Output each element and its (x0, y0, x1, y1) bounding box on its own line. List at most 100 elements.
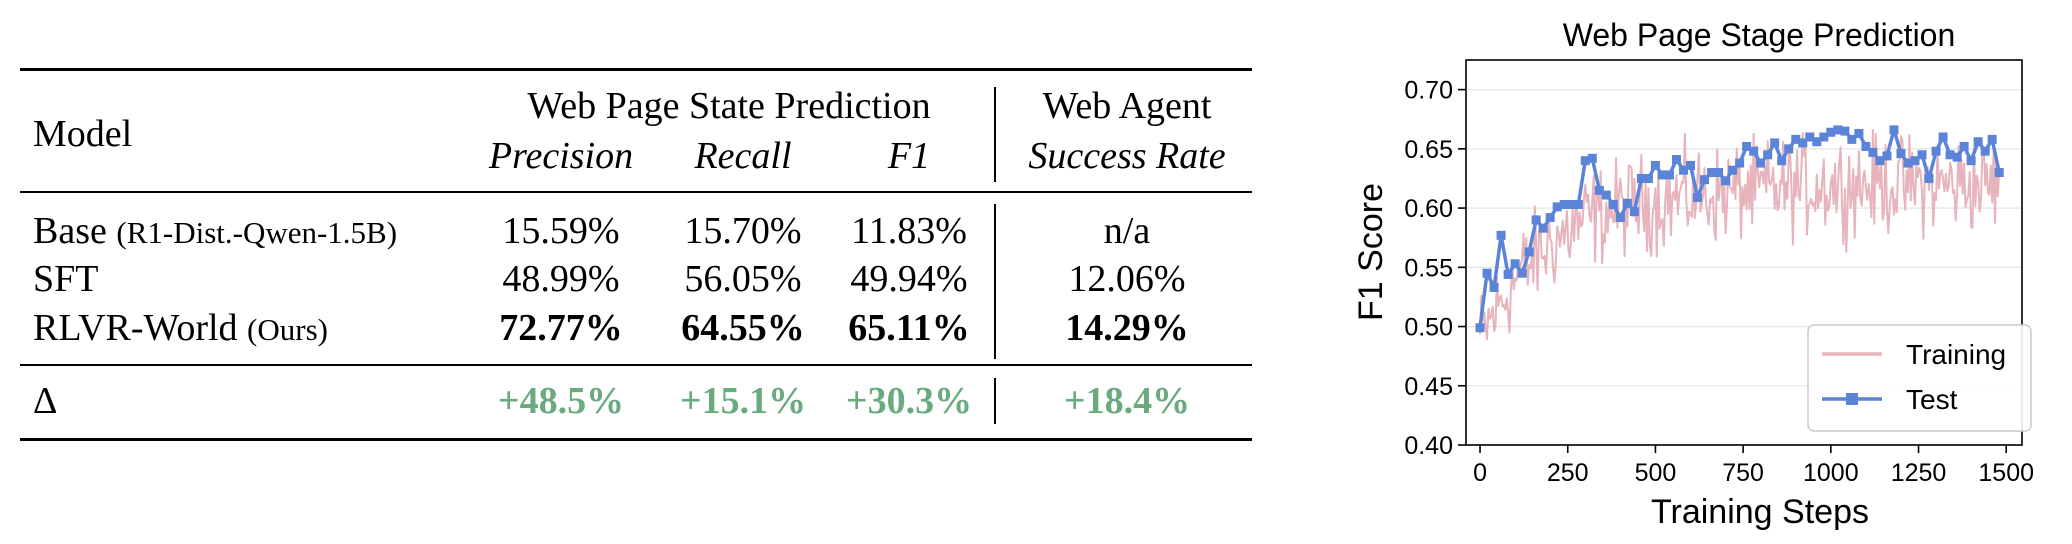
test-point (1987, 134, 1997, 144)
test-point (1721, 176, 1731, 186)
test-point (1622, 198, 1632, 208)
table-row: RLVR-World (Ours) (33, 309, 328, 347)
x-axis: 0 250 500 750 1000 1250 1500 (1473, 445, 2034, 487)
y-tick-label: 0.45 (1404, 373, 1453, 401)
delta-label: Δ (33, 380, 58, 422)
test-point (1552, 202, 1562, 212)
test-point (1615, 213, 1625, 223)
test-point (1538, 223, 1548, 233)
test-point (1686, 160, 1696, 170)
test-point (1854, 128, 1864, 138)
test-point (1545, 213, 1555, 223)
test-point (1945, 150, 1955, 160)
test-point (1735, 158, 1745, 168)
test-point (1980, 146, 1990, 156)
test-point (1770, 138, 1780, 148)
test-point (1868, 147, 1878, 157)
test-point (1559, 200, 1569, 210)
test-point (1861, 141, 1871, 151)
legend-box (1807, 324, 2032, 432)
test-point (1791, 134, 1801, 144)
precision-value: 15.59% (502, 210, 620, 252)
test-point (1777, 156, 1787, 166)
x-tick-label: 750 (1722, 459, 1764, 487)
f1-value: 65.11% (848, 307, 970, 349)
f1-header: F1 (887, 135, 931, 177)
test-point (1798, 138, 1808, 148)
column-separator (994, 204, 996, 359)
test-point (1966, 156, 1976, 166)
test-point (1882, 151, 1892, 161)
test-point (1728, 165, 1738, 175)
header-rule (20, 191, 1252, 193)
success-rate-value: 14.29% (1065, 307, 1189, 349)
model-detail: (Ours) (247, 312, 328, 347)
test-point (1931, 146, 1941, 156)
x-tick-label: 1250 (1891, 459, 1947, 487)
legend: Training Test (1807, 324, 2032, 432)
test-point (1700, 175, 1710, 185)
test-point (1847, 134, 1857, 144)
test-point (1784, 144, 1794, 154)
test-point (1496, 230, 1506, 240)
success-rate-header: Success Rate (1028, 135, 1226, 177)
column-separator (994, 87, 996, 182)
test-point (1573, 200, 1583, 210)
column-separator (994, 378, 996, 424)
test-point (1952, 152, 1962, 162)
test-point (1643, 173, 1653, 183)
delta-success-rate: +18.4% (1063, 380, 1191, 422)
state-prediction-header: Web Page State Prediction (527, 85, 931, 127)
x-tick-label: 0 (1473, 459, 1487, 487)
table-row: SFT (33, 260, 98, 298)
test-point (1819, 132, 1829, 142)
y-tick-label: 0.55 (1404, 254, 1453, 282)
y-tick-label: 0.60 (1404, 195, 1453, 223)
test-point (1742, 141, 1752, 151)
test-point (1910, 156, 1920, 166)
test-point (1608, 200, 1618, 210)
legend-test-marker (1846, 393, 1858, 405)
test-point (1756, 158, 1766, 168)
results-table: Model Web Page State Prediction Web Agen… (20, 62, 1252, 444)
test-point (1664, 170, 1674, 180)
test-point (1917, 150, 1927, 160)
recall-value: 56.05% (684, 258, 802, 300)
test-point (1973, 137, 1983, 147)
test-point (1482, 268, 1492, 278)
test-point (1671, 155, 1681, 165)
model-name: RLVR-World (33, 307, 238, 349)
x-tick-label: 1000 (1803, 459, 1859, 487)
y-tick-label: 0.65 (1404, 136, 1453, 164)
delta-recall: +15.1% (679, 380, 807, 422)
y-tick-label: 0.50 (1404, 314, 1453, 342)
chart-title: Web Page Stage Prediction (1563, 17, 1956, 53)
test-point (1749, 146, 1759, 156)
test-point (1580, 156, 1590, 166)
test-point (1896, 149, 1906, 159)
test-point (1475, 323, 1485, 333)
bottom-rule (20, 438, 1252, 441)
test-point (1650, 160, 1660, 170)
test-point (1587, 153, 1597, 163)
test-point (1833, 125, 1843, 135)
test-point (1805, 132, 1815, 142)
success-rate-value: n/a (1103, 210, 1151, 252)
test-point (1826, 127, 1836, 137)
model-header: Model (33, 113, 133, 155)
table-row: Base (R1-Dist.-Qwen-1.5B) (33, 212, 397, 250)
test-point (1566, 200, 1576, 210)
test-point (1517, 268, 1527, 278)
test-point (1889, 125, 1899, 135)
model-name: SFT (33, 258, 99, 300)
test-point (1875, 156, 1885, 166)
test-point (1594, 185, 1604, 195)
recall-value: 64.55% (681, 307, 805, 349)
test-point (1531, 215, 1541, 225)
precision-value: 72.77% (499, 307, 623, 349)
web-agent-header: Web Agent (1042, 85, 1212, 127)
top-rule (20, 68, 1252, 71)
x-tick-label: 1500 (1978, 459, 2034, 487)
recall-value: 15.70% (684, 210, 802, 252)
